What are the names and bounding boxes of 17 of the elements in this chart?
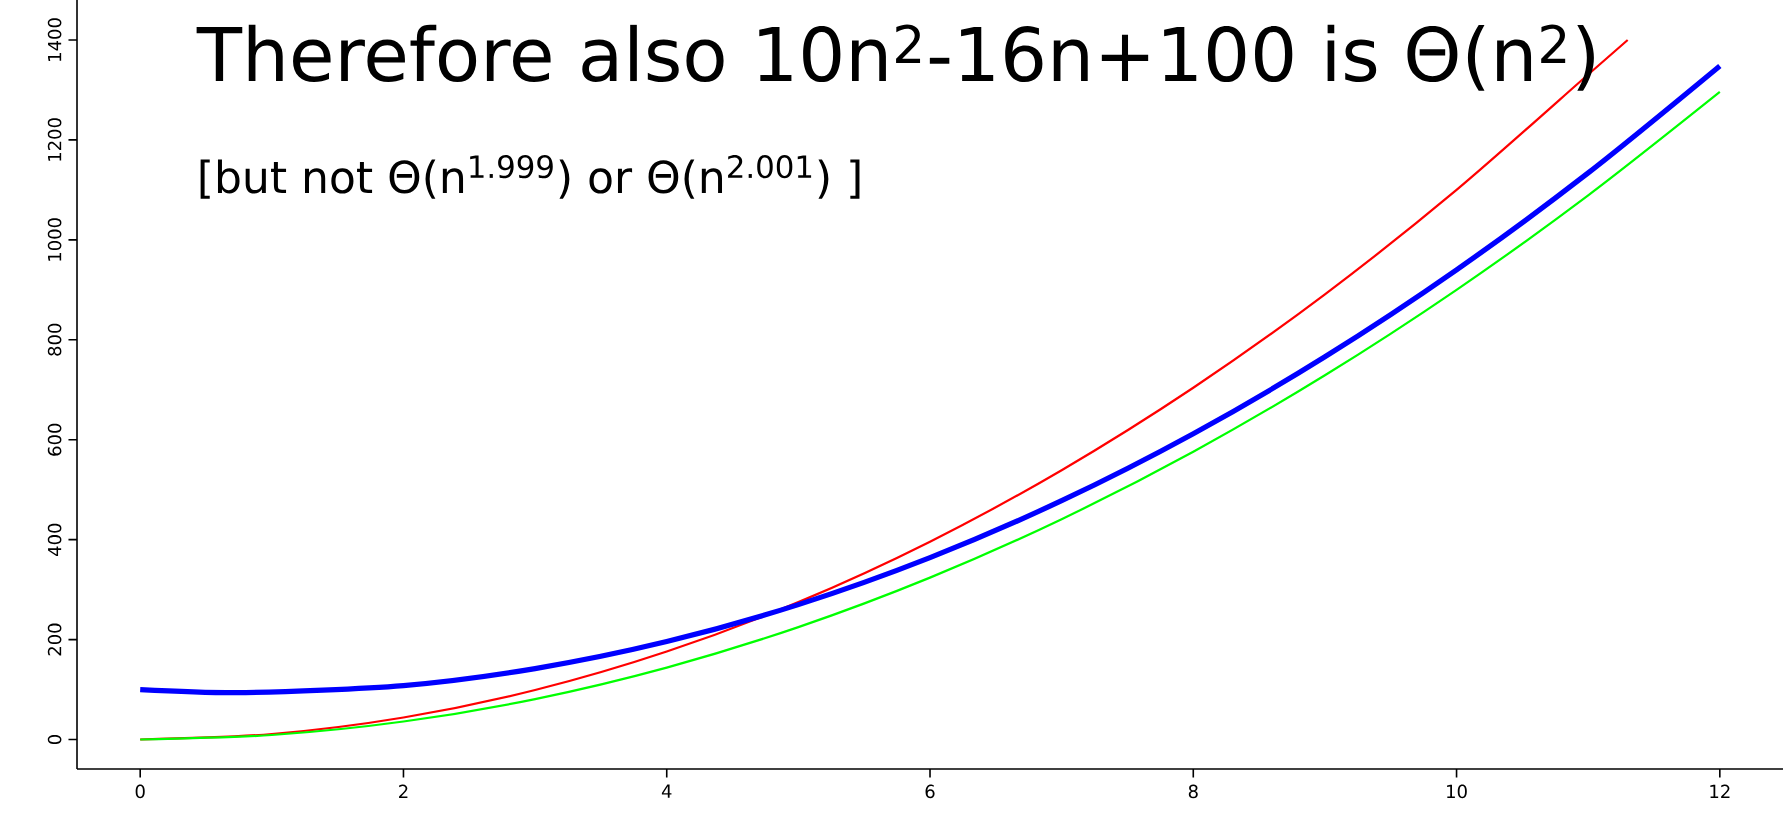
y-tick-label: 1000 — [47, 218, 62, 261]
annotation: [but not Θ(n$^{1.999}$) or Θ(n$^{2.001}$) ] — [200, 155, 860, 199]
x-tick-label: 0 — [135, 784, 145, 799]
x-tick-label: 4 — [661, 784, 672, 798]
x-tick-label: 2 — [399, 784, 408, 798]
x-tick-label: 12 — [1710, 784, 1730, 798]
y-tick-label: 600 — [47, 423, 62, 456]
x-tick-label: 6 — [925, 784, 935, 799]
y-tick-label: 1400 — [47, 18, 62, 61]
x-tick-label: 10 — [1447, 784, 1467, 799]
y-tick-label: 400 — [47, 523, 62, 556]
y-tick-label: 1200 — [47, 118, 62, 161]
y-tick-label: 200 — [47, 623, 62, 656]
y-tick-label: 0 — [47, 734, 62, 745]
annotation: Therefore also 10n$^{2}$-16n+100 is Θ(n$^{2}$) — [196, 24, 1594, 91]
y-tick-label: 800 — [47, 323, 62, 356]
x-tick-label: 8 — [1188, 784, 1198, 799]
